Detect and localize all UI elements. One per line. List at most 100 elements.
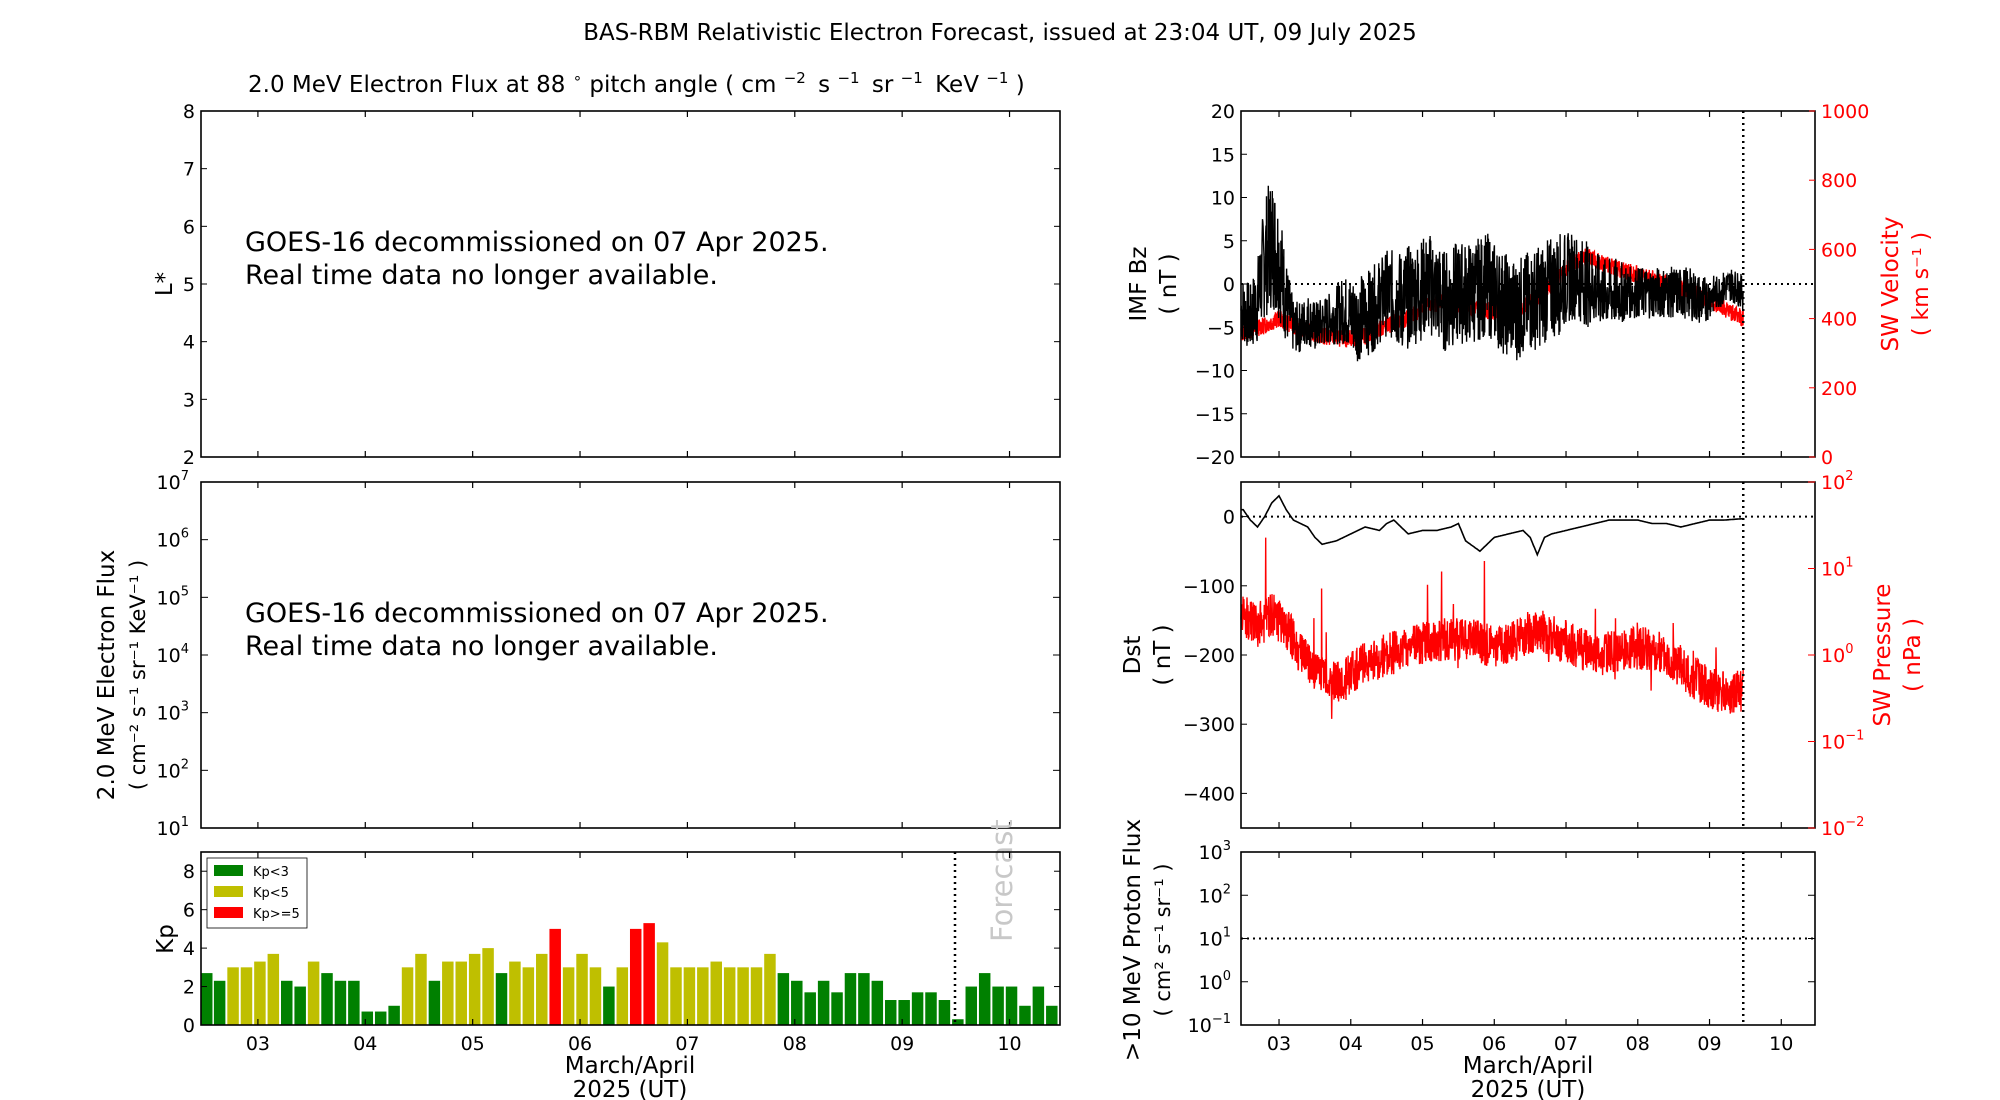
dst-axis: −400 −300 −200 −100 0: [1183, 507, 1247, 805]
lstar-ytick-label-4: 6: [183, 216, 195, 238]
sw-pressure-tick-label-0: 10−2: [1821, 815, 1864, 840]
lstar-unit-3-base: KeV: [935, 72, 979, 98]
proton-x-axis: 03 04 05 06 07 08 09 10: [1267, 852, 1793, 1055]
proton-xtick-label-2: 05: [1410, 1033, 1434, 1055]
kp-bar-63: [1046, 1005, 1058, 1025]
kp-bar-7: [294, 986, 306, 1025]
kp-xtick-label-0: 03: [246, 1033, 270, 1055]
lstar-title-prefix: 2.0 MeV Electron Flux at 88: [248, 72, 565, 98]
kp-bar-38: [710, 961, 722, 1025]
kp-bar-13: [374, 1011, 387, 1025]
kp-bar-43: [777, 973, 790, 1025]
imf-panel: −20 −15 −10 −5 0 5 10 15 20 0 200 400 600 800 1000 IM…: [1126, 101, 1934, 469]
imf-bz-tick-label-1: −15: [1195, 404, 1235, 426]
kp-bar-42: [764, 953, 776, 1025]
kp-bar-17: [428, 980, 441, 1025]
proton-ytick-label-1: 100: [1199, 969, 1231, 994]
kp-legend-label-high: Kp>=5: [253, 907, 300, 922]
lstar-title-mid: pitch angle (: [589, 72, 741, 98]
lstar-panel-title: 2.0 MeV Electron Flux at 88 ∘ pitch angl…: [248, 63, 1025, 98]
kp-ytick-label-4: 8: [183, 861, 195, 883]
kp-bar-41: [750, 967, 763, 1025]
flux-ytick-label-5: 106: [157, 527, 189, 552]
kp-bar-8: [307, 961, 320, 1025]
lstar-unit-1-base: s: [818, 72, 830, 98]
flux-ytick-label-0: 101: [157, 815, 189, 840]
kp-xtick-label-6: 09: [890, 1033, 914, 1055]
dst-ylabel-right-line2: ( nPa ): [1900, 618, 1926, 692]
kp-ytick-label-0: 0: [183, 1015, 195, 1037]
proton-ytick-label-4: 103: [1199, 839, 1231, 864]
kp-bar-60: [1005, 986, 1018, 1025]
dst-tick-label-2: −200: [1183, 645, 1235, 667]
flux-ylabel-line1: 2.0 MeV Electron Flux: [94, 550, 120, 800]
imf-bz-tick-label-7: 15: [1211, 144, 1235, 166]
kp-bar-30: [603, 986, 615, 1025]
flux-ylabel-line2: ( cm⁻² s⁻¹ sr⁻¹ KeV⁻¹ ): [126, 560, 150, 790]
kp-bar-16: [415, 953, 427, 1025]
lstar-ytick-label-3: 5: [183, 274, 195, 296]
proton-xtick-label-0: 03: [1267, 1033, 1291, 1055]
kp-bar-25: [536, 953, 548, 1025]
kp-bar-36: [683, 967, 696, 1025]
lstar-ytick-label-5: 7: [183, 159, 195, 181]
proton-xtick-label-7: 10: [1769, 1033, 1793, 1055]
flux-ytick-label-1: 102: [157, 757, 189, 782]
kp-bar-6: [281, 980, 293, 1025]
dst-tick-label-4: 0: [1223, 507, 1235, 529]
kp-bar-34: [656, 942, 669, 1025]
dst-ylabel-right-line1: SW Pressure: [1870, 584, 1896, 727]
flux-ytick-label-2: 103: [157, 700, 189, 725]
flux-ytick-label-4: 105: [157, 584, 189, 609]
kp-bar-3: [240, 967, 253, 1025]
proton-xtick-label-1: 04: [1339, 1033, 1363, 1055]
kp-bar-28: [576, 953, 588, 1025]
kp-bar-47: [831, 992, 843, 1025]
kp-xtick-label-5: 08: [783, 1033, 807, 1055]
kp-legend-swatch-mid: [214, 886, 243, 897]
kp-bar-0: [201, 973, 213, 1025]
kp-bar-44: [791, 980, 803, 1025]
kp-bar-11: [348, 980, 360, 1025]
lstar-unit-0-exp: −2: [784, 69, 806, 87]
kp-bar-18: [442, 961, 454, 1025]
lstar-panel: 2.0 MeV Electron Flux at 88 ∘ pitch angl…: [152, 63, 1061, 469]
proton-ylabel-line2: ( cm² s⁻¹ sr⁻¹ ): [1151, 863, 1175, 1016]
kp-bar-29: [589, 967, 602, 1025]
kp-legend-label-mid: Kp<5: [253, 886, 289, 901]
lstar-unit-2-base: sr: [872, 72, 894, 98]
imf-ylabel-left-line2: ( nT ): [1156, 253, 1182, 314]
kp-bar-2: [227, 967, 239, 1025]
kp-bar-1: [213, 980, 226, 1025]
kp-bar-22: [495, 973, 508, 1025]
kp-bar-56: [952, 1019, 964, 1025]
flux-ytick-label-3: 104: [157, 642, 189, 667]
kp-forecast-label: Forecast: [985, 819, 1019, 942]
imf-bz-tick-label-6: 10: [1211, 188, 1235, 210]
dst-x-axis: [1278, 482, 1782, 828]
sw-velocity-tick-label-1: 200: [1821, 378, 1857, 400]
proton-xtick-label-3: 06: [1482, 1033, 1506, 1055]
lstar-x-axis: [257, 111, 1011, 457]
flux-y-axis: 101 102 103 104 105 106 107: [157, 469, 1060, 840]
sw-pressure-axis: 10−2 10−1 100 101 102: [1808, 469, 1864, 840]
kp-legend-swatch-low: [214, 865, 243, 876]
kp-xtick-label-2: 05: [461, 1033, 485, 1055]
kp-xtick-label-7: 10: [997, 1033, 1021, 1055]
proton-ytick-label-3: 102: [1199, 882, 1231, 907]
imf-bz-tick-label-0: −20: [1195, 447, 1235, 469]
kp-bar-59: [992, 986, 1004, 1025]
lstar-y-axis: 2 3 4 5 6 7 8: [183, 101, 1060, 469]
figure-title: BAS-RBM Relativistic Electron Forecast, …: [583, 20, 1417, 46]
sw-velocity-tick-label-3: 600: [1821, 239, 1857, 261]
lstar-title-close: ): [1016, 72, 1025, 98]
kp-bar-35: [670, 967, 682, 1025]
imf-bz-series: [1240, 185, 1744, 362]
kp-xtick-label-1: 04: [353, 1033, 377, 1055]
proton-xtick-label-4: 07: [1554, 1033, 1578, 1055]
kp-bar-49: [858, 973, 870, 1025]
kp-bar-45: [804, 992, 816, 1025]
kp-bar-54: [925, 992, 937, 1025]
